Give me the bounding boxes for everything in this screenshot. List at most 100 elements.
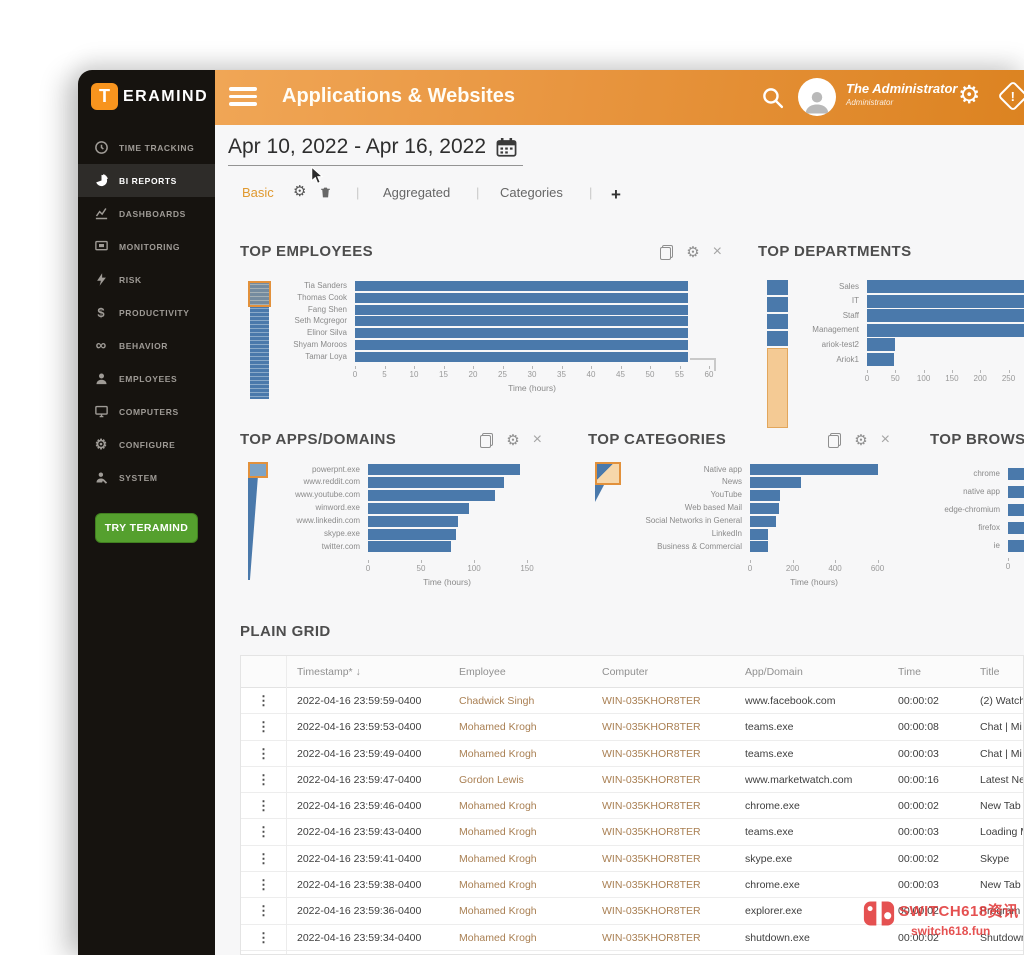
axis-title: Time (hours)	[423, 577, 471, 587]
axis-tick-label: 25	[498, 370, 507, 379]
axis-tick-label: 50	[416, 564, 426, 573]
sidebar-item-employees[interactable]: EMPLOYEES	[78, 362, 215, 395]
row-menu-kebab-icon[interactable]: ⋮	[257, 850, 270, 866]
column-header[interactable]: Title	[980, 666, 1000, 678]
row-menu-kebab-icon[interactable]: ⋮	[257, 771, 270, 787]
table-row[interactable]: ⋮ 2022-04-16 23:59:34-0400 Mohamed Krogh WI…	[241, 924, 1023, 951]
gear-icon[interactable]: ⚙	[686, 243, 700, 261]
date-range-label: Apr 10, 2022 - Apr 16, 2022	[228, 135, 487, 158]
gear-icon[interactable]: ⚙	[506, 431, 520, 449]
tab-settings-gear-icon[interactable]: ⚙	[293, 183, 307, 200]
column-header[interactable]: Computer	[602, 666, 649, 678]
axis-tick-label: 0	[365, 564, 371, 573]
sidebar-item-label: CONFIGURE	[119, 439, 176, 450]
category-label: Web based Mail	[684, 503, 742, 513]
column-header[interactable]: App/Domain	[745, 666, 803, 678]
category-label: Thomas Cook	[297, 292, 347, 302]
sidebar-item-configure[interactable]: ⚙ CONFIGURE	[78, 428, 215, 461]
tab-categories[interactable]: Categories	[500, 185, 563, 200]
table-row[interactable]: ⋮ 2022-04-16 23:59:41-0400 Mohamed Krogh WI…	[241, 845, 1023, 873]
sidebar-item-dashboards[interactable]: DASHBOARDS	[78, 197, 215, 230]
chart-title: TOP DEPARTMENTS	[758, 243, 912, 260]
category-label: Shyam Moroos	[293, 340, 347, 349]
table-cell: chrome.exe	[745, 879, 800, 892]
try-teramind-button[interactable]: TRY TERAMIND	[95, 513, 198, 543]
close-icon[interactable]: ×	[712, 243, 722, 260]
table-cell: 00:00:02	[898, 852, 939, 865]
row-menu-kebab-icon[interactable]: ⋮	[257, 693, 270, 708]
watermark-line2: switch618.fun	[911, 924, 991, 938]
table-row[interactable]: ⋮ 2022-04-16 23:59:53-0400 Mohamed Krogh WI…	[241, 714, 1023, 741]
date-range-picker[interactable]: Apr 10, 2022 - Apr 16, 2022	[228, 135, 524, 166]
category-label: Seth Mcgregor	[294, 316, 347, 326]
table-cell: 2022-04-16 23:59:46-0400	[297, 800, 422, 813]
table-cell: WIN-035KHOR8TER	[602, 721, 701, 734]
table-row[interactable]: ⋮ 2022-04-16 23:59:49-0400 Mohamed Krogh WI…	[241, 740, 1023, 767]
range-handle[interactable]	[690, 358, 716, 371]
table-cell: 2022-04-16 23:59:36-0400	[297, 905, 422, 918]
table-row[interactable]: ⋮ 2022-04-16 23:59:46-0400 Mohamed Krogh WI…	[241, 793, 1023, 820]
row-menu-kebab-icon[interactable]: ⋮	[257, 798, 270, 814]
add-tab-button[interactable]: +	[611, 185, 621, 204]
bar	[368, 464, 520, 475]
sidebar-item-risk[interactable]: RISK	[78, 263, 215, 296]
table-row[interactable]: ⋮ 2022-04-16 23:59:43-0400 Mohamed Krogh WI…	[241, 819, 1023, 846]
category-label: IT	[851, 296, 859, 306]
axis-tick-label: 55	[675, 370, 684, 379]
minimap-selection[interactable]	[595, 462, 621, 485]
infinity-icon: ∞	[95, 337, 107, 354]
sidebar-item-monitoring[interactable]: MONITORING	[78, 230, 215, 263]
column-header[interactable]: Employee	[459, 666, 506, 678]
chart-minimap[interactable]	[595, 462, 621, 502]
tab-basic[interactable]: Basic	[242, 185, 274, 200]
plain-grid-table: Timestamp* ↓ Employee Computer App/Domain Ti…	[240, 655, 1024, 955]
bar	[750, 502, 779, 514]
table-row[interactable]: ⋮ 2022-04-16 23:59:38-0400 Mohamed Krogh WI…	[241, 872, 1023, 899]
column-header[interactable]: Time	[898, 666, 921, 678]
chart-minimap[interactable]	[248, 462, 270, 580]
copy-icon[interactable]	[828, 432, 842, 448]
minimap-selection[interactable]	[248, 462, 268, 478]
search-icon[interactable]	[760, 85, 785, 115]
close-icon[interactable]: ×	[532, 431, 542, 448]
table-row[interactable]: ⋮ 2022-04-16 23:59:47-0400 Gordon Lewis WIN…	[241, 766, 1023, 794]
alert-diamond-icon[interactable]: !	[997, 80, 1024, 112]
chart-title: TOP APPS/DOMAINS	[240, 431, 397, 448]
chart-minimap[interactable]	[248, 281, 271, 399]
minimap-selection[interactable]	[248, 281, 271, 307]
sidebar-item-behavior[interactable]: ∞ BEHAVIOR	[78, 329, 215, 362]
copy-icon[interactable]	[480, 432, 494, 448]
row-menu-kebab-icon[interactable]: ⋮	[257, 824, 270, 840]
copy-icon[interactable]	[660, 244, 674, 260]
sidebar-item-system[interactable]: SYSTEM	[78, 461, 215, 494]
sidebar-item-time-tracking[interactable]: TIME TRACKING	[78, 131, 215, 164]
sidebar-item-bi-reports[interactable]: BI REPORTS	[78, 164, 215, 197]
axis-title: Time (hours)	[790, 577, 838, 587]
table-cell: Gordon Lewis	[459, 773, 524, 786]
avatar[interactable]	[798, 78, 836, 116]
sidebar-item-computers[interactable]: COMPUTERS	[78, 395, 215, 428]
category-label: winword.exe	[315, 503, 360, 513]
chart-minimap[interactable]	[767, 280, 788, 428]
lightning-icon	[93, 272, 109, 287]
teramind-logo[interactable]: T ERAMIND	[91, 83, 208, 110]
bar	[368, 541, 451, 553]
trash-icon[interactable]	[319, 185, 332, 202]
row-menu-kebab-icon[interactable]: ⋮	[257, 877, 270, 893]
close-icon[interactable]: ×	[880, 431, 890, 448]
row-menu-kebab-icon[interactable]: ⋮	[257, 929, 270, 945]
hamburger-menu-icon[interactable]	[229, 87, 257, 110]
gear-icon[interactable]: ⚙	[854, 431, 868, 449]
axis-title: Time (hours)	[508, 383, 556, 393]
column-header[interactable]: Timestamp* ↓	[297, 666, 361, 678]
user-info[interactable]: The Administrator Administrator	[846, 81, 957, 107]
row-menu-kebab-icon[interactable]: ⋮	[257, 719, 270, 735]
row-menu-kebab-icon[interactable]: ⋮	[257, 903, 270, 919]
minimap-selection[interactable]	[767, 348, 788, 428]
tab-aggregated[interactable]: Aggregated	[383, 185, 451, 200]
sidebar-item-productivity[interactable]: $ PRODUCTIVITY	[78, 296, 215, 329]
settings-gear-icon[interactable]: ⚙	[958, 81, 981, 109]
computer-icon	[93, 404, 109, 419]
row-menu-kebab-icon[interactable]: ⋮	[257, 745, 270, 761]
table-row[interactable]: ⋮ 2022-04-16 23:59:59-0400 Chadwick Singh W…	[241, 688, 1023, 715]
